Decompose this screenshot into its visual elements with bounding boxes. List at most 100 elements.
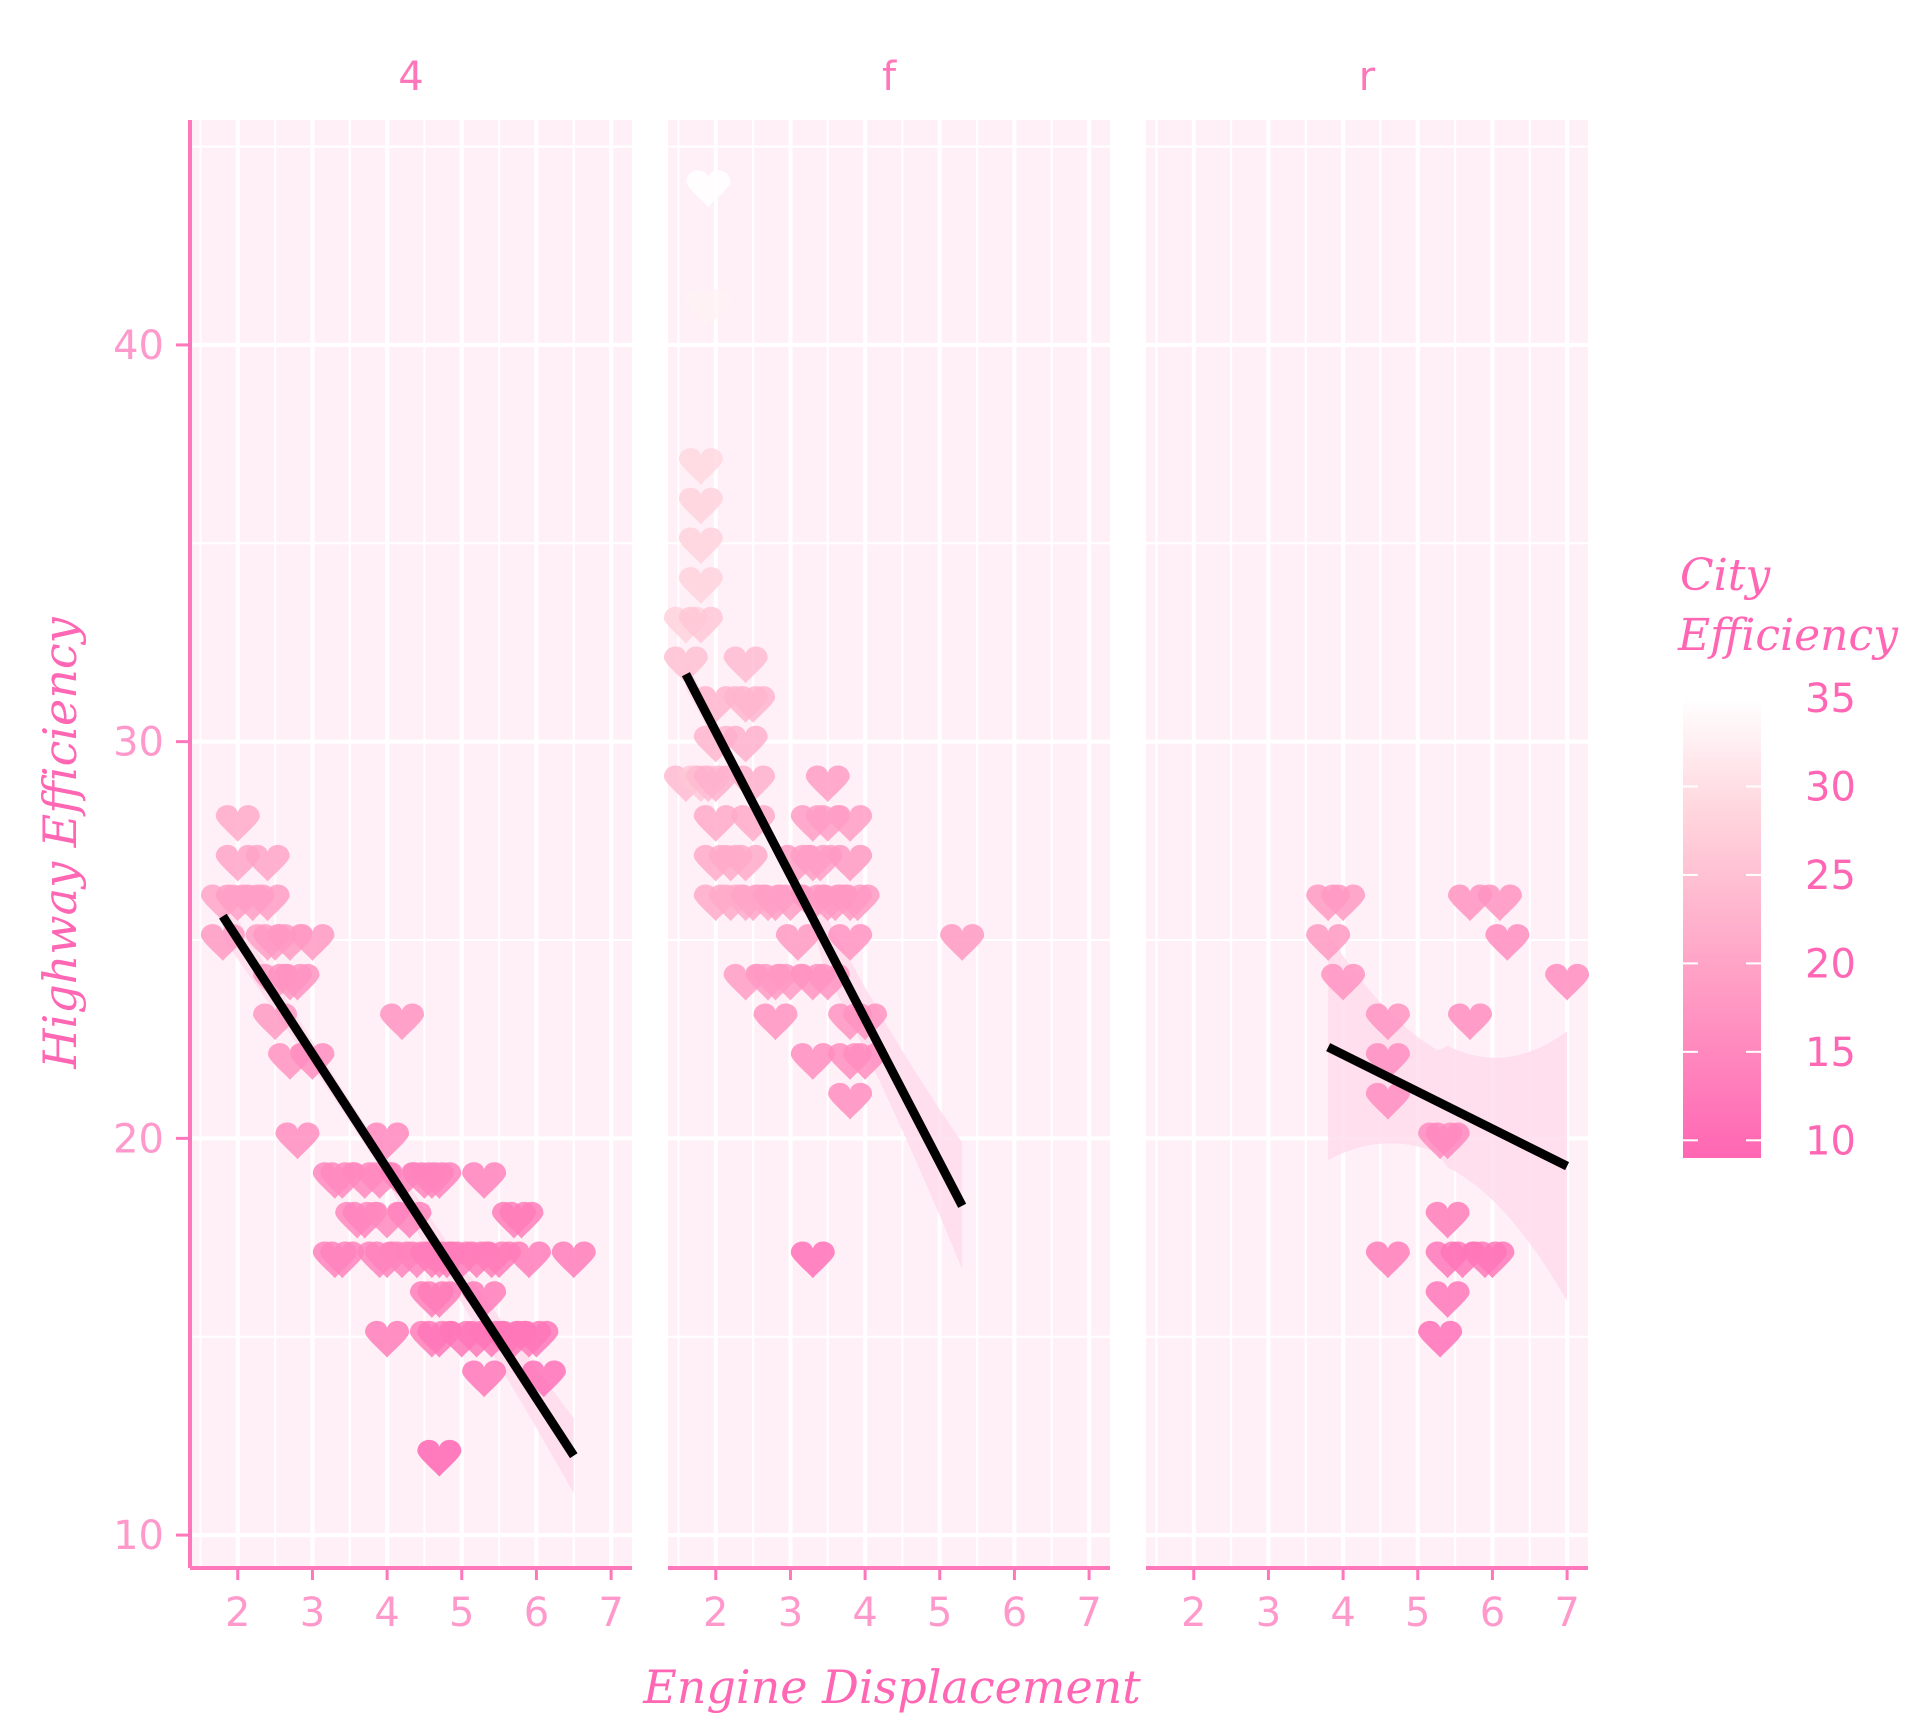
heart-point [1321,963,1366,1001]
facet-panel-f: f 2 3 4 5 6 7 [663,54,1110,1636]
x-tick-label: 4 [852,1590,877,1636]
heart-point [462,1162,507,1199]
y-axis-title: Highway Efficiency [33,616,87,1069]
panel-background [190,120,632,1568]
heart-point [678,487,723,525]
facet-strip-label: f [882,54,897,100]
heart-point [215,805,260,842]
legend-title-line-1: City [1680,550,1771,601]
heart-point [521,1360,566,1398]
regression-line [219,913,578,1459]
x-axis-title: Engine Displacement [642,1660,1141,1714]
heart-point [678,448,723,485]
heart-point [828,844,873,882]
heart-point [245,844,290,882]
heart-point [1365,1082,1410,1120]
heart-point [499,1201,544,1239]
heart-point [828,1082,873,1120]
heart-point [1365,1003,1410,1041]
facet-panels: 4 2 3 4 5 6 7 f 2 3 4 5 6 7 r 2 3 4 5 6 7 10 20 30 40 [113,54,1590,1636]
heart-point [790,1241,835,1279]
x-tick-label: 6 [1480,1590,1505,1636]
heart-point [723,725,768,763]
heart-point [731,686,776,723]
heart-point [805,765,850,803]
heart-point [678,606,723,644]
heart-point [417,1439,462,1477]
y-tick-label: 30 [113,720,164,766]
heart-point [1477,884,1522,922]
heart-point [1448,1003,1493,1041]
heart-point [1418,1320,1463,1358]
heart-point [753,1003,798,1041]
panel-background [1146,120,1588,1568]
heart-point [731,805,776,842]
x-tick-label: 7 [1076,1590,1101,1636]
heart-point [1485,924,1530,961]
heart-point [693,765,738,803]
legend-title-line-2: Efficiency [1677,610,1899,661]
facet-panel-r: r 2 3 4 5 6 7 [1146,54,1590,1636]
heart-point [320,1241,365,1279]
heart-point [663,646,708,684]
heart-point [245,884,290,922]
regression-line [1326,1043,1570,1171]
color-legend: City Efficiency 10 15 20 25 30 35 [1677,550,1899,1164]
heart-point [790,1043,835,1080]
heart-point [1545,963,1590,1001]
heart-point [1470,1241,1515,1279]
x-tick-label: 6 [1002,1590,1027,1636]
heart-point [1425,1201,1470,1239]
heart-point [940,924,985,961]
x-tick-label: 2 [225,1590,250,1636]
panel-background [668,120,1110,1568]
heart-point [551,1241,596,1279]
heart-point [1321,884,1366,922]
heart-point [462,1281,507,1318]
heart-point [678,527,723,565]
legend-tick-label: 35 [1805,676,1856,722]
legend-tick-label: 10 [1805,1118,1856,1164]
heart-point [1306,924,1351,961]
x-tick-label: 3 [778,1590,803,1636]
heart-point [723,844,768,882]
legend-colorbar [1683,698,1761,1158]
heart-point [1425,1122,1470,1160]
heart-point [275,1122,320,1160]
x-tick-label: 5 [1405,1590,1430,1636]
heart-point [462,1360,507,1398]
y-tick-label: 40 [113,323,164,369]
heart-point [686,289,731,327]
heart-point [686,170,731,208]
x-tick-label: 3 [300,1590,325,1636]
y-tick-label: 20 [113,1116,164,1162]
x-tick-label: 5 [927,1590,952,1636]
facet-strip-label: r [1359,54,1376,100]
facet-panel-4: 4 2 3 4 5 6 7 [190,54,632,1636]
heart-point [380,1003,425,1041]
heart-point [417,1162,462,1199]
x-tick-label: 5 [449,1590,474,1636]
heart-point [723,646,768,684]
x-tick-label: 3 [1256,1590,1281,1636]
heart-point [417,1281,462,1318]
heart-point [1365,1043,1410,1080]
x-tick-label: 4 [374,1590,399,1636]
heart-point [290,924,335,961]
regression-line [681,672,967,1208]
x-tick-label: 4 [1330,1590,1355,1636]
facet-strip-label: 4 [398,54,423,100]
legend-tick-label: 15 [1805,1030,1856,1076]
heart-point [1365,1241,1410,1279]
heart-point [828,805,873,842]
legend-tick-label: 25 [1805,853,1856,899]
legend-ticks: 10 15 20 25 30 35 [1683,676,1856,1164]
heart-point [365,1122,410,1160]
heart-point [835,884,880,922]
heart-point [365,1320,410,1358]
heart-point [828,924,873,961]
y-axis: 10 20 30 40 [113,120,192,1568]
x-tick-label: 2 [1181,1590,1206,1636]
x-tick-label: 7 [598,1590,623,1636]
